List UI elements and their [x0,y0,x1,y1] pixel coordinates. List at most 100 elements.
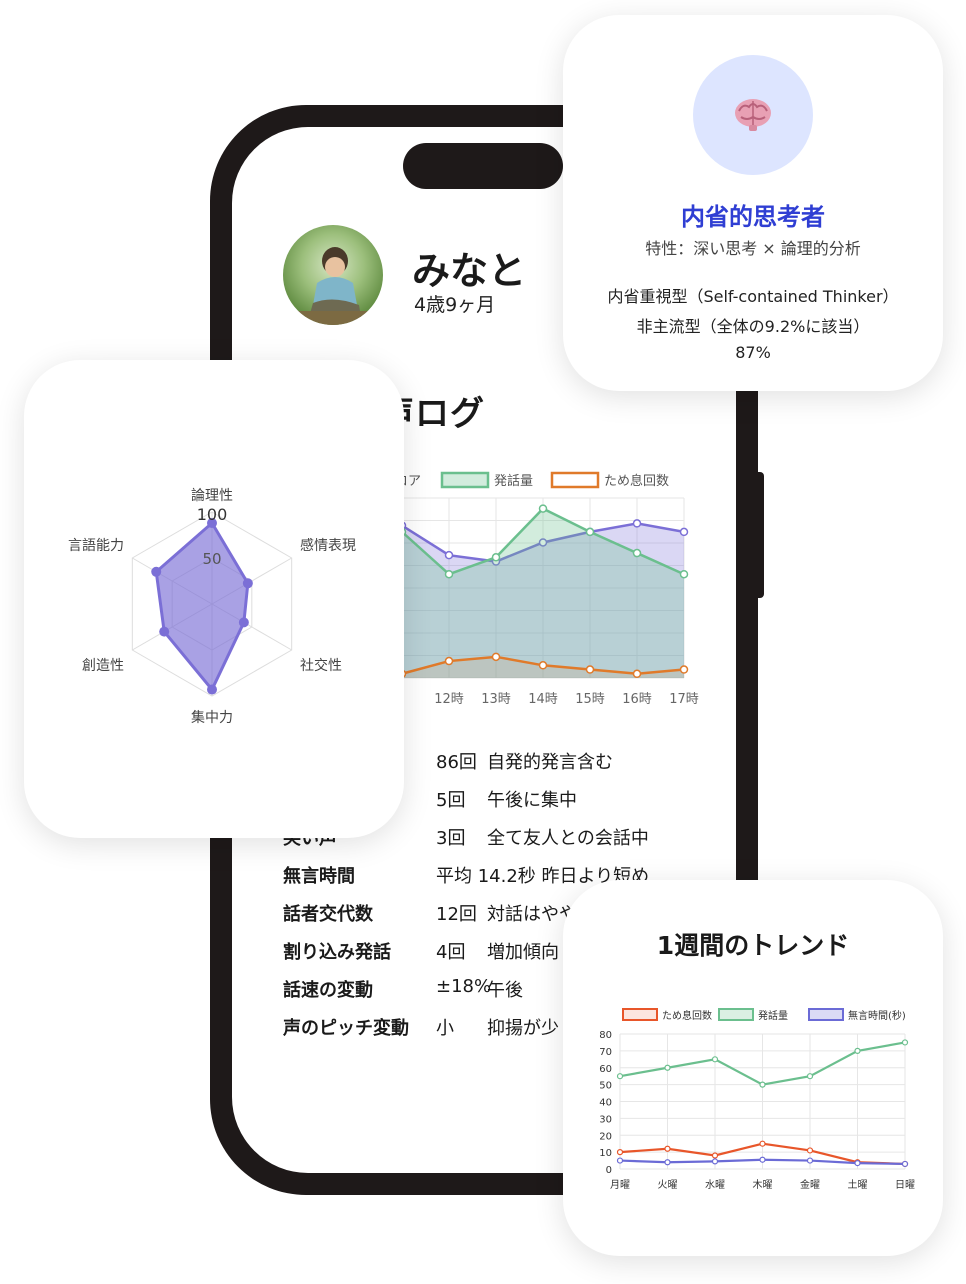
x-tick-label: 16時 [622,692,652,707]
weekly-trend-title: 1週間のトレンド [656,931,850,960]
radar-card: 100 50 論理性 感情表現 社交性 集中力 創造性 言語能力 [24,360,404,838]
series-area [402,508,684,678]
phone-notch [403,143,563,189]
radar-tick-label: 100 [197,505,228,524]
data-point [901,1039,909,1046]
data-point [491,652,501,662]
x-tick-label: 13時 [481,692,511,707]
series-area [402,523,684,678]
x-tick-label: 12時 [434,692,464,707]
radar-point [207,684,217,695]
child-age: 4歳9ヶ月 [414,294,496,316]
radar-axis-label: 創造性 [82,658,124,674]
table-row-note: 午後 [487,980,523,1001]
table-row-label: 話速の変動 [283,980,373,1001]
data-point [616,1157,624,1164]
data-point [806,1147,814,1154]
data-point [711,1056,719,1063]
personality-line-2: 非主流型（全体の9.2%に該当） [636,317,870,336]
data-point [854,1047,861,1054]
brain-icon [735,99,771,131]
data-point [854,1159,861,1167]
y-tick-label: 60 [599,1064,612,1075]
table-row-value: 小 [436,1018,454,1039]
personality-traits: 特性：深い思考 × 論理的分析 [645,239,861,258]
x-tick-label: 日曜 [895,1179,915,1191]
x-tick-label: 金曜 [800,1178,820,1191]
table-row-label: 声のピッチ変動 [283,1018,409,1039]
data-point [444,656,454,666]
legend-label: 発話量 [758,1009,788,1022]
data-point [759,1156,766,1163]
data-point [901,1160,909,1168]
x-tick-label: 土曜 [848,1178,868,1191]
data-point [711,1158,719,1165]
data-point [664,1159,671,1166]
table-row-note: 午後に集中 [487,790,577,811]
child-photo [283,247,383,325]
data-point [616,1073,624,1080]
legend-swatch [622,1008,658,1021]
table-row-note: 対話はやや [487,904,577,925]
avatar [283,225,383,325]
personality-card: 内省的思考者 特性：深い思考 × 論理的分析 内省重視型（Self-contai… [563,15,943,391]
legend-swatch [718,1008,754,1021]
y-tick-label: 30 [599,1114,612,1125]
data-point [759,1081,766,1088]
x-tick-label: 水曜 [705,1179,725,1191]
legend-swatch [808,1008,844,1021]
table-row-note: 自発的発言含む [487,752,613,773]
table-row-note: 抑揚が少 [487,1018,559,1039]
legend-label: ため息回数 [604,473,669,489]
child-name: みなと [412,249,527,293]
personality-line-1: 内省重視型（Self-contained Thinker） [607,287,899,306]
table-row-note: 全て友人との会話中 [487,828,649,849]
legend-label: ため息回数 [662,1009,712,1022]
y-tick-label: 80 [599,1030,612,1041]
data-point [664,1145,671,1152]
radar-point [151,566,162,577]
data-point [632,519,642,528]
data-point [616,1149,624,1156]
radar-axis-label: 集中力 [191,709,233,726]
data-point [538,504,548,513]
weekly-trend-card: 1週間のトレンド 0 10 20 30 40 50 60 70 80 月曜 火曜 水曜 木曜 金曜 土曜 日曜… [563,880,943,1256]
data-point [806,1157,814,1164]
table-row-value: 4回 [436,942,466,963]
data-point [664,1064,671,1071]
table-row-label: 話者交代数 [283,904,373,925]
table-row-value: 平均 14.2秒 昨日より短め [436,866,650,887]
y-tick-label: 0 [606,1165,612,1176]
table-row-note: 増加傾向 [487,942,559,963]
table-row-value: 5回 [436,790,466,811]
data-point [632,548,642,558]
y-tick-label: 10 [599,1148,612,1159]
radar-point [207,518,217,529]
table-row-value: ±18% [436,976,492,997]
data-point [679,527,689,537]
y-tick-label: 20 [599,1131,612,1142]
x-tick-label: 木曜 [753,1179,773,1191]
table-row-value: 12回 [436,904,477,925]
x-tick-label: 17時 [669,692,699,707]
data-point [585,527,595,537]
personality-line-3: 87% [735,343,771,362]
y-tick-label: 70 [599,1047,612,1058]
radar-tick-label: 50 [202,550,221,568]
data-point [679,569,689,579]
table-row-label: 割り込み発話 [283,942,391,963]
radar-point [238,617,249,628]
data-point [679,665,689,674]
data-point [759,1140,766,1147]
data-point [632,669,642,679]
radar-axis-label: 言語能力 [68,538,124,554]
radar-area [154,520,250,693]
radar-point [159,626,170,637]
y-tick-label: 50 [599,1081,612,1092]
y-tick-label: 40 [599,1098,612,1109]
radar-axis-label: 社交性 [300,657,342,674]
phone-side-button [756,472,764,598]
legend-label: 無言時間(秒) [848,1009,906,1022]
personality-type-name: 内省的思考者 [681,203,825,231]
data-point [585,665,595,674]
